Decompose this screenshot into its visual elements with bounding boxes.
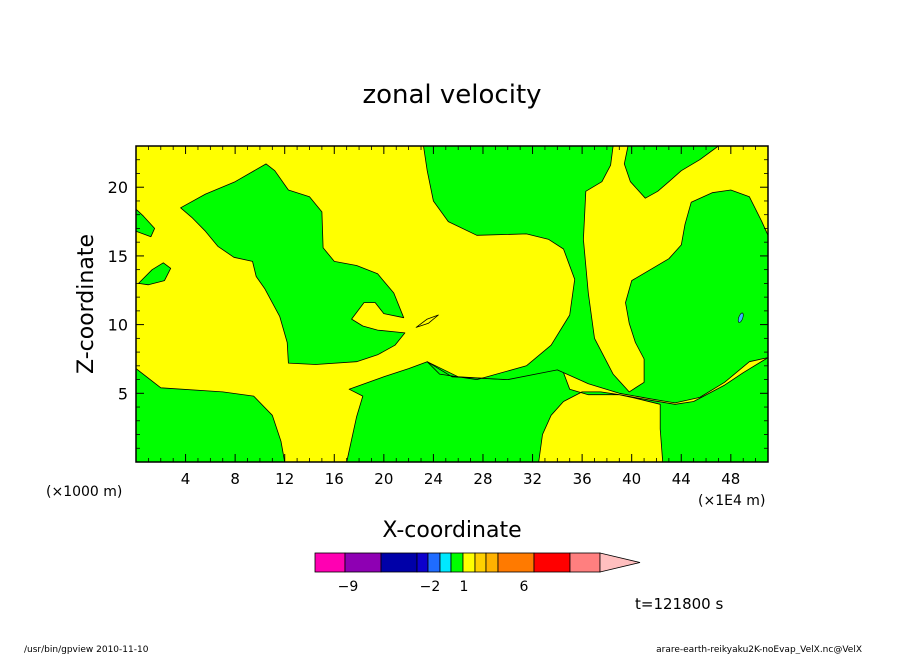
- x-tick-label: 8: [230, 470, 240, 488]
- colorbar-segment: [569, 552, 601, 573]
- x-tick-label: 28: [473, 470, 492, 488]
- colorbar-label: 1: [460, 579, 469, 595]
- contour-region-3: [180, 163, 406, 365]
- contour-region-7: [138, 262, 172, 286]
- footer-left: /usr/bin/gpview 2010-11-10: [24, 645, 149, 654]
- y-tick-label: 5: [118, 384, 128, 403]
- colorbar-segment: [427, 552, 441, 573]
- x-tick-label: 16: [325, 470, 344, 488]
- x-unit-left: (×1000 m): [46, 484, 122, 500]
- x-axis-label: X-coordinate: [382, 518, 521, 543]
- x-tick-label: 32: [523, 470, 542, 488]
- contour-region-5: [623, 145, 719, 199]
- contour-region-8: [415, 314, 439, 328]
- colorbar-segment: [497, 552, 535, 573]
- colorbar-segment: [416, 552, 429, 573]
- colorbar-segment: [380, 552, 418, 573]
- footer-right: arare-earth-reikyaku2K-noEvap_VelX.nc@Ve…: [656, 645, 862, 654]
- x-tick-label: 40: [622, 470, 641, 488]
- colorbar-label: −2: [420, 579, 441, 595]
- colorbar-segment: [450, 552, 464, 573]
- colorbar-segment: [485, 552, 499, 573]
- x-tick-label: 24: [424, 470, 443, 488]
- contour-region-small: [737, 312, 744, 323]
- plot-frame: [135, 145, 769, 463]
- x-tick-label: 12: [275, 470, 294, 488]
- y-axis-label: Z-coordinate: [74, 234, 99, 374]
- x-tick-label: 44: [672, 470, 691, 488]
- x-tick-label: 36: [573, 470, 592, 488]
- time-label: t=121800 s: [635, 595, 723, 613]
- contour-region-2: [346, 357, 769, 463]
- x-tick-label: 4: [181, 470, 191, 488]
- colorbar-label: −9: [338, 579, 359, 595]
- x-tick-label: 20: [374, 470, 393, 488]
- colorbar-segment: [462, 552, 476, 573]
- x-tick-label: 48: [721, 470, 740, 488]
- x-unit-right: (×1E4 m): [698, 493, 765, 509]
- colorbar-label: 6: [520, 579, 529, 595]
- colorbar-segment: [474, 552, 487, 573]
- colorbar-segment: [314, 552, 346, 573]
- contour-region-4: [423, 145, 769, 404]
- colorbar-arrow: [599, 552, 641, 573]
- y-tick-label: 10: [108, 316, 128, 335]
- chart-title: zonal velocity: [362, 80, 541, 110]
- colorbar-segment: [439, 552, 452, 573]
- y-tick-label: 15: [108, 247, 128, 266]
- colorbar-segment: [344, 552, 382, 573]
- colorbar: [314, 552, 641, 573]
- colorbar-segment: [533, 552, 571, 573]
- y-tick-label: 20: [108, 178, 128, 197]
